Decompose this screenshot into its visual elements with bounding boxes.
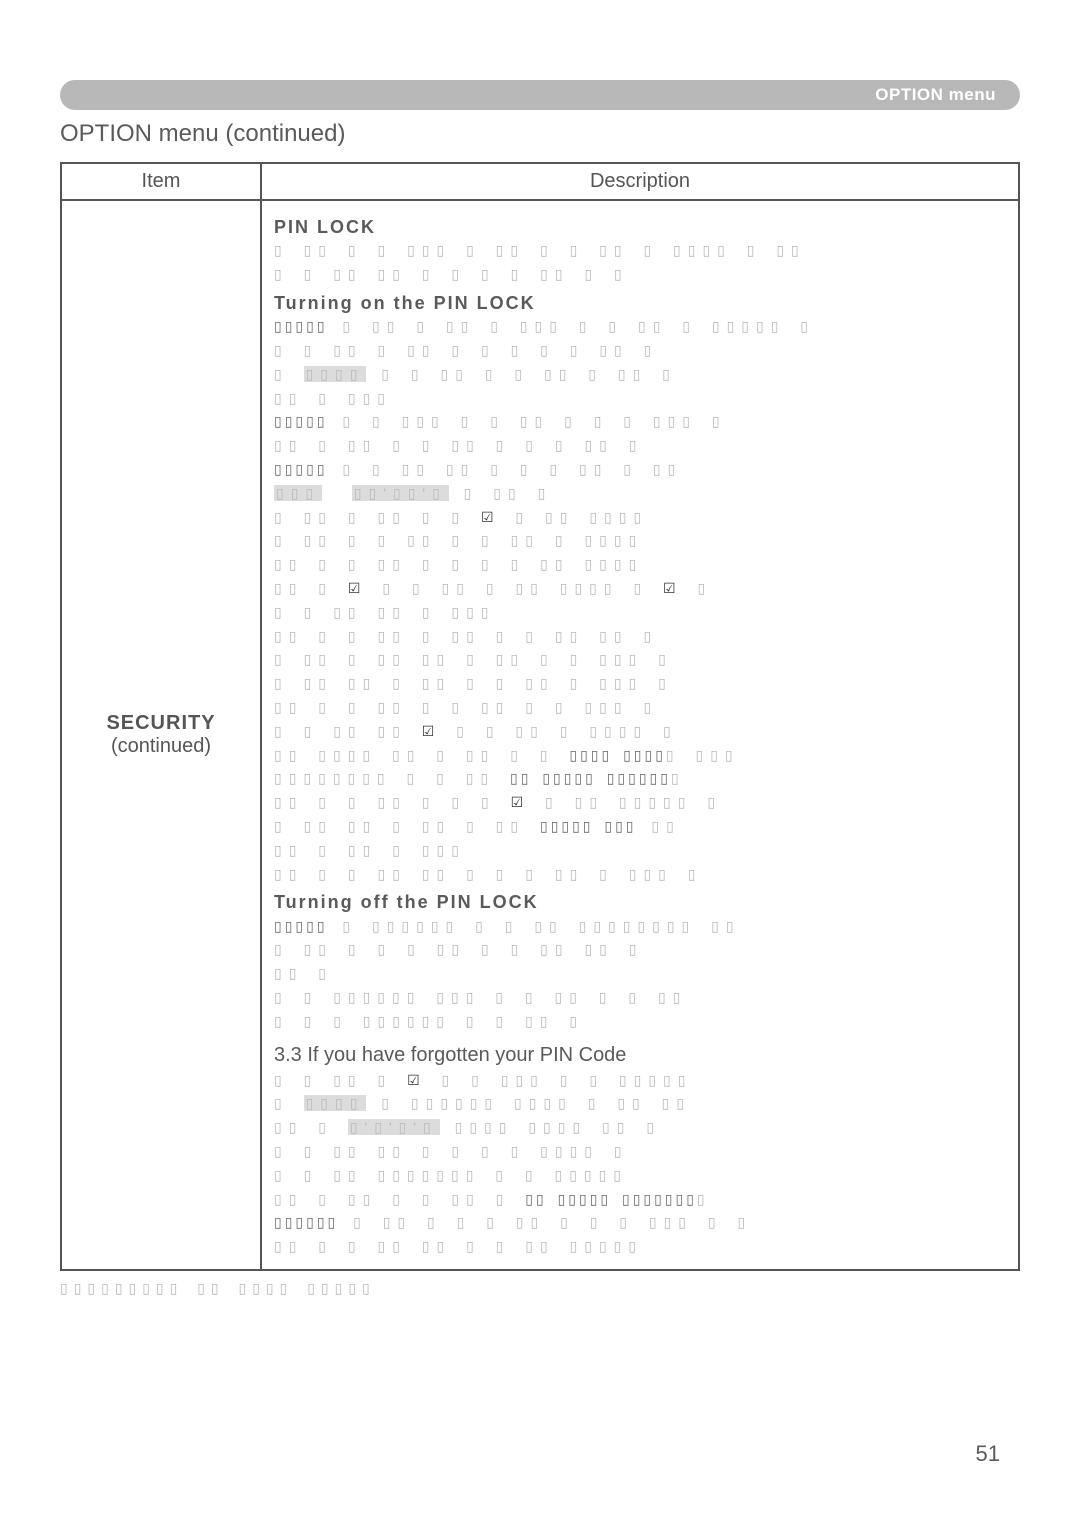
item-cell: SECURITY (continued) xyxy=(61,200,261,1270)
table-row: SECURITY (continued) PIN LOCK ▯ ▯▯ ▯ ▯ ▯… xyxy=(61,200,1019,1270)
section-heading-turnon: Turning on the PIN LOCK xyxy=(274,291,1006,315)
garbled-text: ▯ ▯ ▯▯ ▯ ☑ ▯ ▯ ▯▯▯ ▯ ▯ ▯▯▯▯▯ ▯ ▯▯▯▯ ▯ ▯▯… xyxy=(274,1069,1006,1259)
section-heading-turnoff: Turning off the PIN LOCK xyxy=(274,890,1006,914)
item-label: SECURITY xyxy=(106,712,215,734)
section-heading-pinlock: PIN LOCK xyxy=(274,215,1006,239)
column-header-description: Description xyxy=(261,163,1019,200)
garbled-text: ▯▯▯▯▯ ▯ ▯▯▯▯▯▯ ▯ ▯ ▯▯ ▯▯▯▯▯▯▯▯ ▯▯ ▯ ▯▯ ▯… xyxy=(274,915,1006,1034)
continued-note: ▯▯▯▯▯▯▯▯▯ ▯▯ ▯▯▯▯ ▯▯▯▯▯ xyxy=(60,1277,1020,1301)
garbled-text: ▯▯▯▯▯▯▯▯▯ ▯▯ ▯▯▯▯ ▯▯▯▯▯ xyxy=(60,1277,1020,1301)
description-cell: PIN LOCK ▯ ▯▯ ▯ ▯ ▯▯▯ ▯ ▯▯ ▯ ▯ ▯▯ ▯ ▯▯▯▯… xyxy=(261,200,1019,1270)
garbled-text: ▯▯▯▯▯ ▯ ▯▯ ▯ ▯▯ ▯ ▯▯▯ ▯ ▯ ▯▯ ▯ ▯▯▯▯▯ ▯ ▯… xyxy=(274,315,1006,886)
section-heading-forgotten: 3.3 If you have forgotten your PIN Code xyxy=(274,1042,1006,1069)
column-header-item: Item xyxy=(61,163,261,200)
page-number: 51 xyxy=(976,1441,1000,1467)
header-bar: OPTION menu xyxy=(60,80,1020,110)
option-table: Item Description SECURITY (continued) PI… xyxy=(60,162,1020,1271)
item-label-sub: (continued) xyxy=(111,735,211,757)
garbled-text: ▯ ▯▯ ▯ ▯ ▯▯▯ ▯ ▯▯ ▯ ▯ ▯▯ ▯ ▯▯▯▯ ▯ ▯▯ ▯ ▯… xyxy=(274,239,1006,287)
header-bar-label: OPTION menu xyxy=(875,85,996,105)
page-subtitle: OPTION menu (continued) xyxy=(60,120,1020,148)
